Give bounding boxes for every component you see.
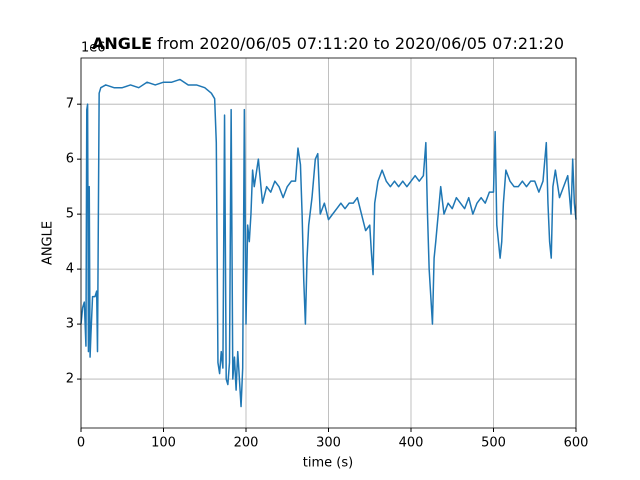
y-tick-label: 4 xyxy=(66,262,74,277)
title-rest: from 2020/06/05 07:11:20 to 2020/06/05 0… xyxy=(157,34,564,53)
plot-frame xyxy=(80,57,577,429)
y-axis-label: ANGLE xyxy=(41,221,56,265)
x-tick-label: 100 xyxy=(151,436,176,451)
x-tick-label: 600 xyxy=(564,436,589,451)
y-tick-label: 6 xyxy=(66,152,74,167)
y-tick-label: 5 xyxy=(66,207,74,222)
chart-title: ANGLE from 2020/06/05 07:11:20 to 2020/0… xyxy=(92,34,564,53)
x-axis-label: time (s) xyxy=(303,456,353,471)
x-tick-label: 300 xyxy=(316,436,341,451)
x-tick-label: 200 xyxy=(234,436,259,451)
x-tick-label: 400 xyxy=(399,436,424,451)
y-offset-label: 1e6 xyxy=(81,41,106,56)
x-tick-label: 0 xyxy=(77,436,85,451)
y-tick-label: 7 xyxy=(66,97,74,112)
x-tick-label: 500 xyxy=(481,436,506,451)
title-bold: ANGLE xyxy=(92,34,152,53)
y-tick-label: 3 xyxy=(66,317,74,332)
line xyxy=(80,78,577,408)
y-tick-label: 2 xyxy=(66,372,74,387)
